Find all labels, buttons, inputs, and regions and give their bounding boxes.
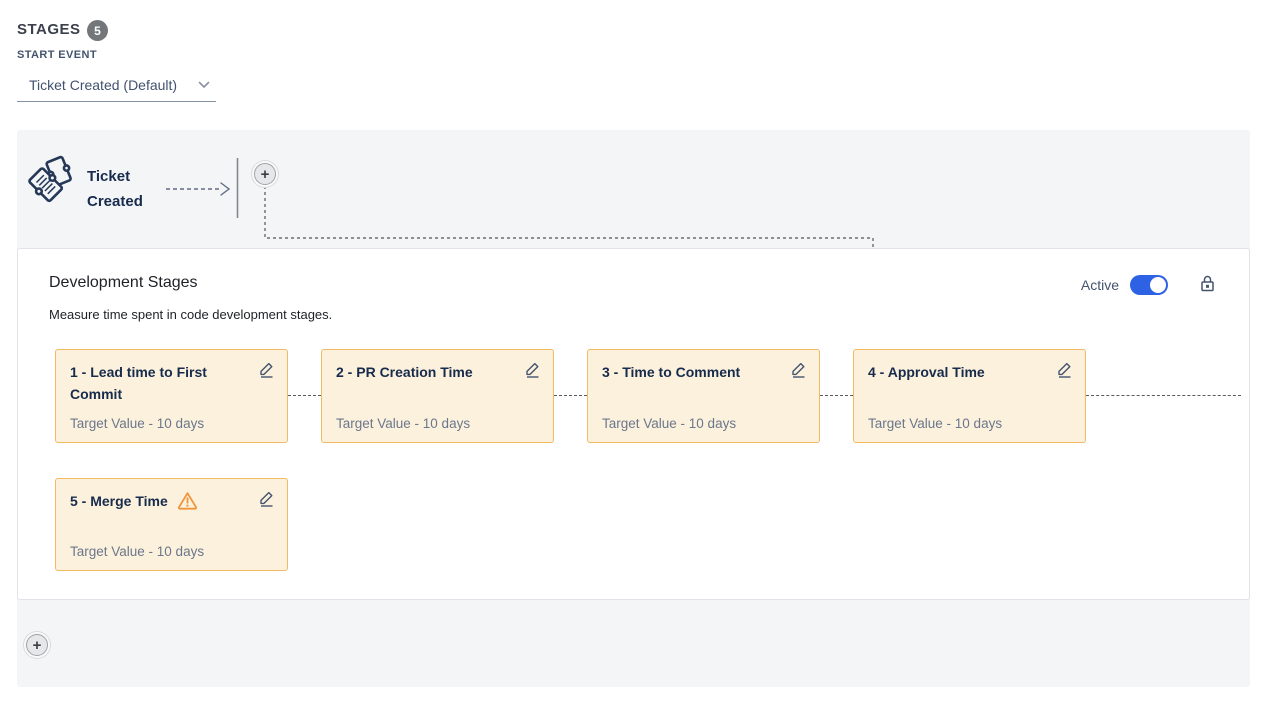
stage-name: 2 - PR Creation Time xyxy=(336,364,473,380)
group-controls: Active xyxy=(1081,274,1216,296)
start-event-value: Ticket Created (Default) xyxy=(29,76,178,93)
stage-target-value: Target Value - 10 days xyxy=(70,416,205,431)
stage-group-card: Development Stages Measure time spent in… xyxy=(17,248,1250,600)
stage-name: 4 - Approval Time xyxy=(868,364,985,380)
stage-connector xyxy=(1086,395,1241,396)
page-title: STAGES xyxy=(17,21,81,38)
stage-target-value: Target Value - 10 days xyxy=(336,416,471,431)
stage-name: 3 - Time to Comment xyxy=(602,364,741,380)
stage-card-3[interactable]: 3 - Time to Comment Target Value - 10 da… xyxy=(587,349,820,443)
start-node-label: Ticket Created xyxy=(87,168,143,210)
edit-stage-button[interactable] xyxy=(520,359,544,383)
edit-icon xyxy=(258,490,275,510)
stage-card-5[interactable]: 5 - Merge Time Target Value - 10 days xyxy=(55,478,288,571)
lock-button[interactable] xyxy=(1199,274,1216,296)
lock-icon xyxy=(1199,274,1216,296)
active-toggle[interactable] xyxy=(1130,275,1168,295)
ticket-icon xyxy=(28,155,72,203)
stage-target-value: Target Value - 10 days xyxy=(70,544,205,559)
add-stage-group-button-bottom[interactable]: + xyxy=(26,634,48,656)
stage-card-1[interactable]: 1 - Lead time to First Commit Target Val… xyxy=(55,349,288,443)
stage-connector xyxy=(554,395,587,396)
stage-count-badge: 5 xyxy=(87,20,108,41)
stage-card-4[interactable]: 4 - Approval Time Target Value - 10 days xyxy=(853,349,1086,443)
add-stage-group-button-top[interactable]: + xyxy=(254,163,276,185)
stage-name: 5 - Merge Time xyxy=(70,490,239,516)
edit-icon xyxy=(1056,361,1073,381)
edit-icon xyxy=(258,361,275,381)
stage-card-2[interactable]: 2 - PR Creation Time Target Value - 10 d… xyxy=(321,349,554,443)
warning-icon xyxy=(177,491,198,516)
start-event-label: START EVENT xyxy=(17,49,97,61)
stage-connector xyxy=(288,395,321,396)
stage-target-value: Target Value - 10 days xyxy=(602,416,737,431)
edit-stage-button[interactable] xyxy=(1052,359,1076,383)
edit-stage-button[interactable] xyxy=(254,488,278,512)
toggle-knob xyxy=(1150,277,1166,293)
stage-name: 1 - Lead time to First Commit xyxy=(70,364,207,402)
stage-name-text: 5 - Merge Time xyxy=(70,493,168,509)
chevron-down-icon xyxy=(198,81,210,89)
edit-stage-button[interactable] xyxy=(786,359,810,383)
edit-icon xyxy=(790,361,807,381)
edit-stage-button[interactable] xyxy=(254,359,278,383)
stage-connector xyxy=(820,395,853,396)
stage-target-value: Target Value - 10 days xyxy=(868,416,1003,431)
group-description: Measure time spent in code development s… xyxy=(49,307,333,322)
group-title: Development Stages xyxy=(49,274,198,291)
edit-icon xyxy=(524,361,541,381)
start-event-select[interactable]: Ticket Created (Default) xyxy=(17,68,216,102)
active-label: Active xyxy=(1080,277,1119,293)
